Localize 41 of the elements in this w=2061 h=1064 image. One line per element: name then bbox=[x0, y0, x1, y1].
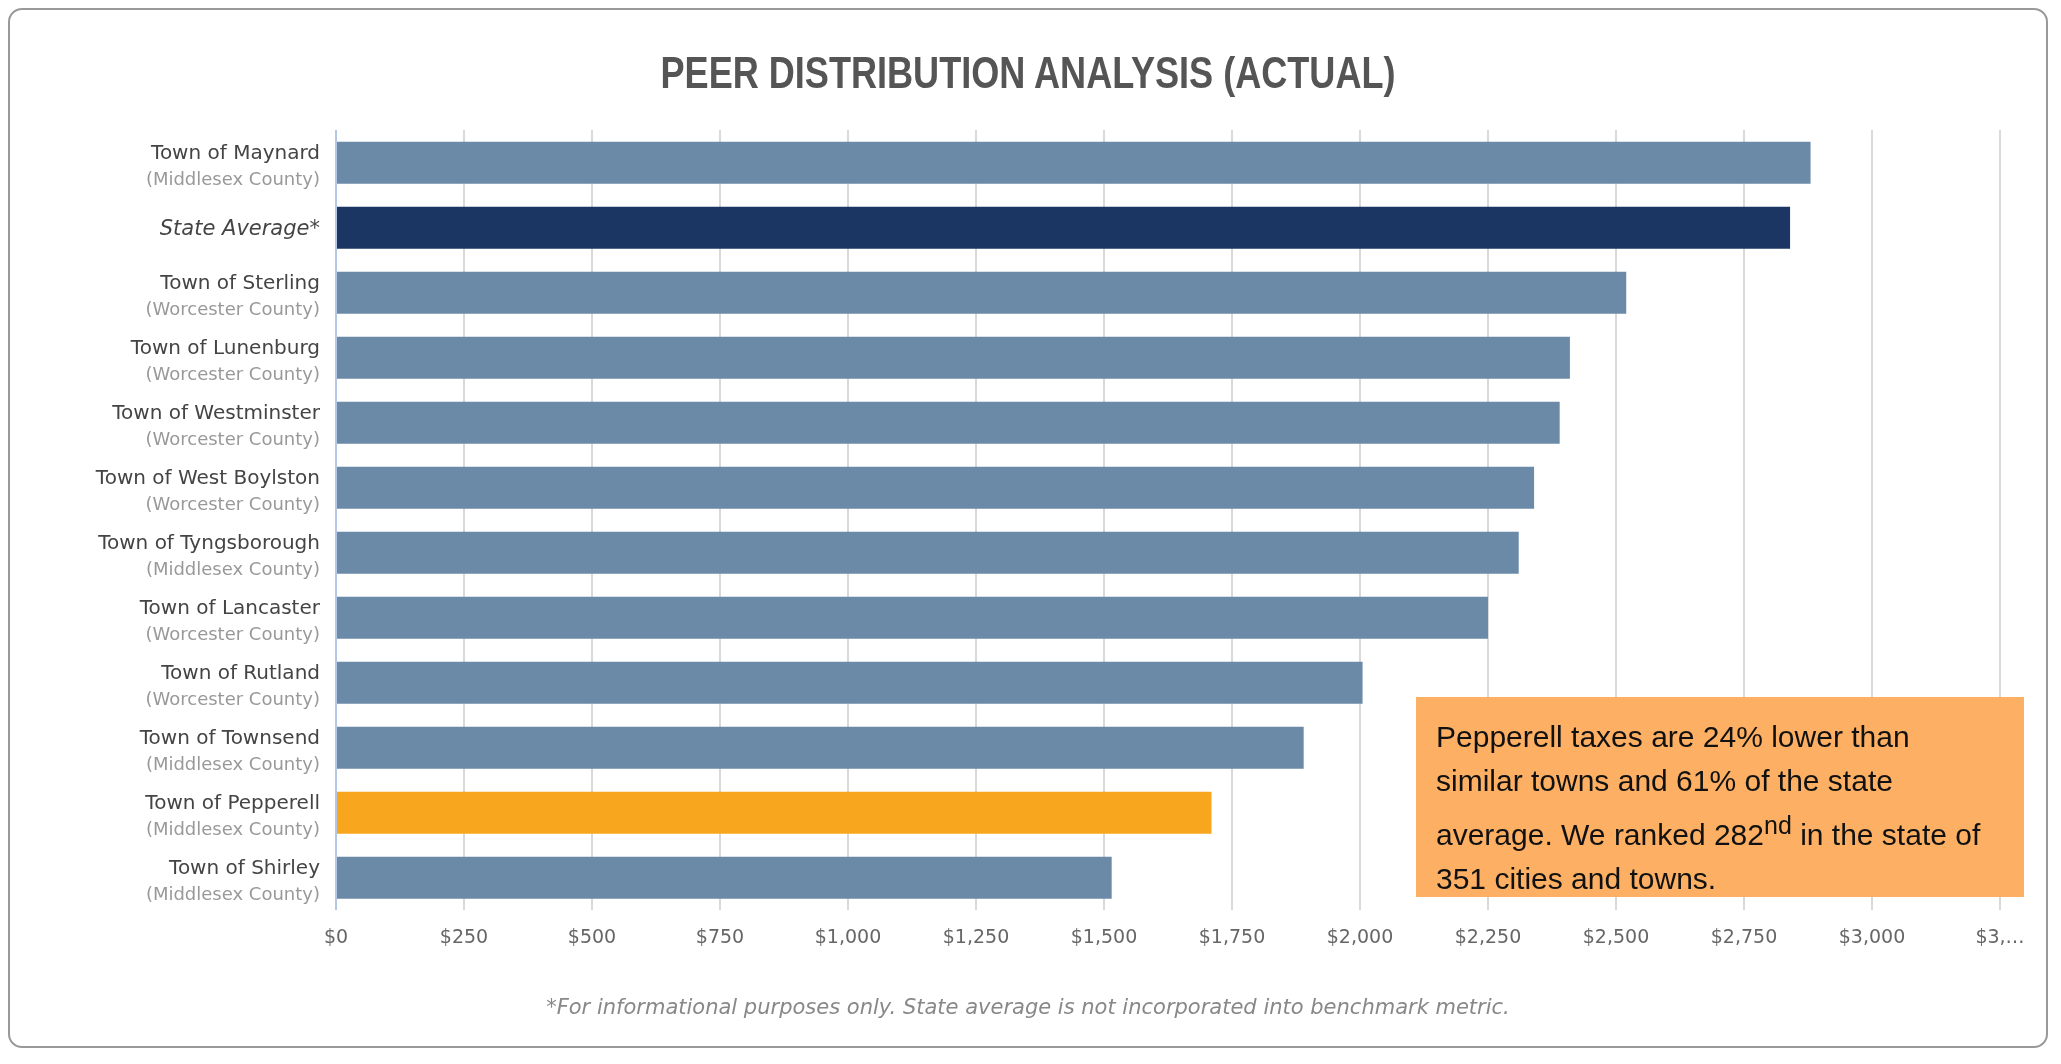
x-tick-label: $2,750 bbox=[1710, 925, 1778, 948]
x-tick-label: $0 bbox=[323, 925, 349, 948]
x-tick-label: $750 bbox=[695, 925, 745, 948]
y-tick-label: Town of Sterling (Worcester County) bbox=[145, 269, 320, 319]
y-tick-label: Town of Lancaster (Worcester County) bbox=[138, 594, 321, 644]
x-tick-label: $1,250 bbox=[942, 925, 1010, 948]
x-tick-label: $2,500 bbox=[1582, 925, 1650, 948]
x-tick-label: $3,… bbox=[1975, 925, 2025, 948]
bar bbox=[336, 336, 1570, 379]
x-tick-label: $250 bbox=[439, 925, 489, 948]
y-tick-label: Town of Tyngsborough (Middlesex County) bbox=[97, 529, 320, 579]
chart-title: PEER DISTRIBUTION ANALYSIS (ACTUAL) bbox=[659, 48, 1397, 98]
x-tick-label: $3,000 bbox=[1838, 925, 1906, 948]
y-tick-label: Town of Rutland (Worcester County) bbox=[145, 659, 320, 709]
x-tick-label: $1,750 bbox=[1198, 925, 1266, 948]
text: *For informational purposes only. State average is not incorporated into benchmark metric. bbox=[545, 995, 1511, 1019]
y-tick-label: Town of Pepperell (Middlesex County) bbox=[144, 789, 320, 839]
y-tick-label: Town of Lunenburg (Worcester County) bbox=[129, 334, 320, 384]
y-tick-label: Town of Shirley (Middlesex County) bbox=[145, 854, 321, 904]
text: Pepperell taxes are 24% lower than similar towns and 61% of the state average. We ranked 282$^{nd}$ in the state of 351 cities and towns. bbox=[1436, 720, 1981, 895]
y-tick-label: State Average* bbox=[159, 215, 320, 240]
x-tick-label: $1,000 bbox=[814, 925, 882, 948]
bar bbox=[336, 661, 1363, 704]
bar bbox=[336, 791, 1212, 834]
bar bbox=[336, 596, 1488, 639]
y-tick-label: Town of Westminster (Worcester County) bbox=[111, 399, 321, 449]
x-tick-label: $1,500 bbox=[1070, 925, 1138, 948]
x-tick-label: $500 bbox=[567, 925, 617, 948]
x-tick-label: $2,000 bbox=[1326, 925, 1394, 948]
y-tick-label: Town of West Boylston (Worcester County) bbox=[94, 464, 320, 514]
x-tick-label: $2,250 bbox=[1454, 925, 1522, 948]
y-tick-label: Town of Townsend (Middlesex County) bbox=[138, 724, 320, 774]
bar bbox=[336, 271, 1627, 314]
bar bbox=[336, 466, 1535, 509]
bar bbox=[336, 531, 1519, 574]
bar bbox=[336, 726, 1304, 769]
bar bbox=[336, 141, 1811, 184]
bar bbox=[336, 856, 1112, 899]
bar bbox=[336, 206, 1791, 249]
bar bbox=[336, 401, 1560, 444]
y-tick-label: Town of Maynard (Middlesex County) bbox=[145, 139, 320, 189]
